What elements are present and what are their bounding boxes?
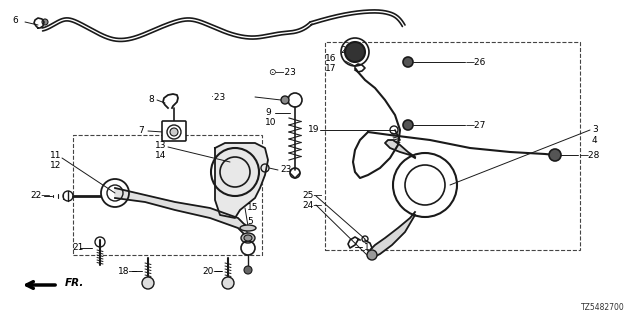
Text: 18—: 18—	[118, 267, 138, 276]
Bar	[325, 42, 580, 250]
Text: TZ5482700: TZ5482700	[581, 303, 625, 312]
Text: 12: 12	[50, 161, 61, 170]
Circle shape	[345, 42, 365, 62]
Circle shape	[244, 266, 252, 274]
Text: 16: 16	[325, 53, 337, 62]
Circle shape	[222, 277, 234, 289]
Text: 14: 14	[155, 150, 166, 159]
Ellipse shape	[241, 233, 255, 243]
Text: ·23: ·23	[211, 92, 225, 101]
Circle shape	[403, 57, 413, 67]
Text: 17: 17	[325, 63, 337, 73]
Text: 23: 23	[280, 164, 291, 173]
Ellipse shape	[240, 225, 256, 231]
Text: 5: 5	[247, 218, 253, 227]
Text: 22—: 22—	[30, 190, 51, 199]
Text: 2: 2	[340, 45, 346, 54]
Polygon shape	[115, 188, 248, 238]
Text: —26: —26	[466, 58, 486, 67]
Ellipse shape	[244, 235, 252, 241]
Text: 19: 19	[308, 124, 319, 133]
Text: —28: —28	[580, 150, 600, 159]
Text: 11: 11	[50, 150, 61, 159]
Polygon shape	[385, 140, 415, 158]
Text: 15: 15	[247, 203, 259, 212]
Circle shape	[549, 149, 561, 161]
Text: 13: 13	[155, 140, 166, 149]
FancyBboxPatch shape	[162, 121, 186, 141]
Text: 1: 1	[364, 243, 370, 252]
Text: 25—: 25—	[302, 190, 323, 199]
Text: 21: 21	[72, 244, 83, 252]
Text: FR.: FR.	[65, 278, 84, 288]
Text: ⊙—23: ⊙—23	[268, 68, 296, 76]
Polygon shape	[368, 212, 415, 258]
Bar	[73, 135, 262, 255]
Text: 3: 3	[592, 124, 598, 133]
Text: 20—: 20—	[202, 267, 222, 276]
Text: 4: 4	[592, 135, 598, 145]
Circle shape	[281, 96, 289, 104]
Text: 6: 6	[12, 15, 18, 25]
Circle shape	[142, 277, 154, 289]
Text: 10: 10	[265, 117, 276, 126]
Text: —27: —27	[466, 121, 486, 130]
Text: 24—: 24—	[302, 202, 323, 211]
Text: 7: 7	[138, 125, 144, 134]
Text: 8: 8	[148, 94, 154, 103]
Circle shape	[42, 19, 48, 25]
Polygon shape	[215, 143, 268, 218]
Circle shape	[367, 250, 377, 260]
Text: 9: 9	[265, 108, 271, 116]
Circle shape	[170, 128, 178, 136]
Circle shape	[403, 120, 413, 130]
